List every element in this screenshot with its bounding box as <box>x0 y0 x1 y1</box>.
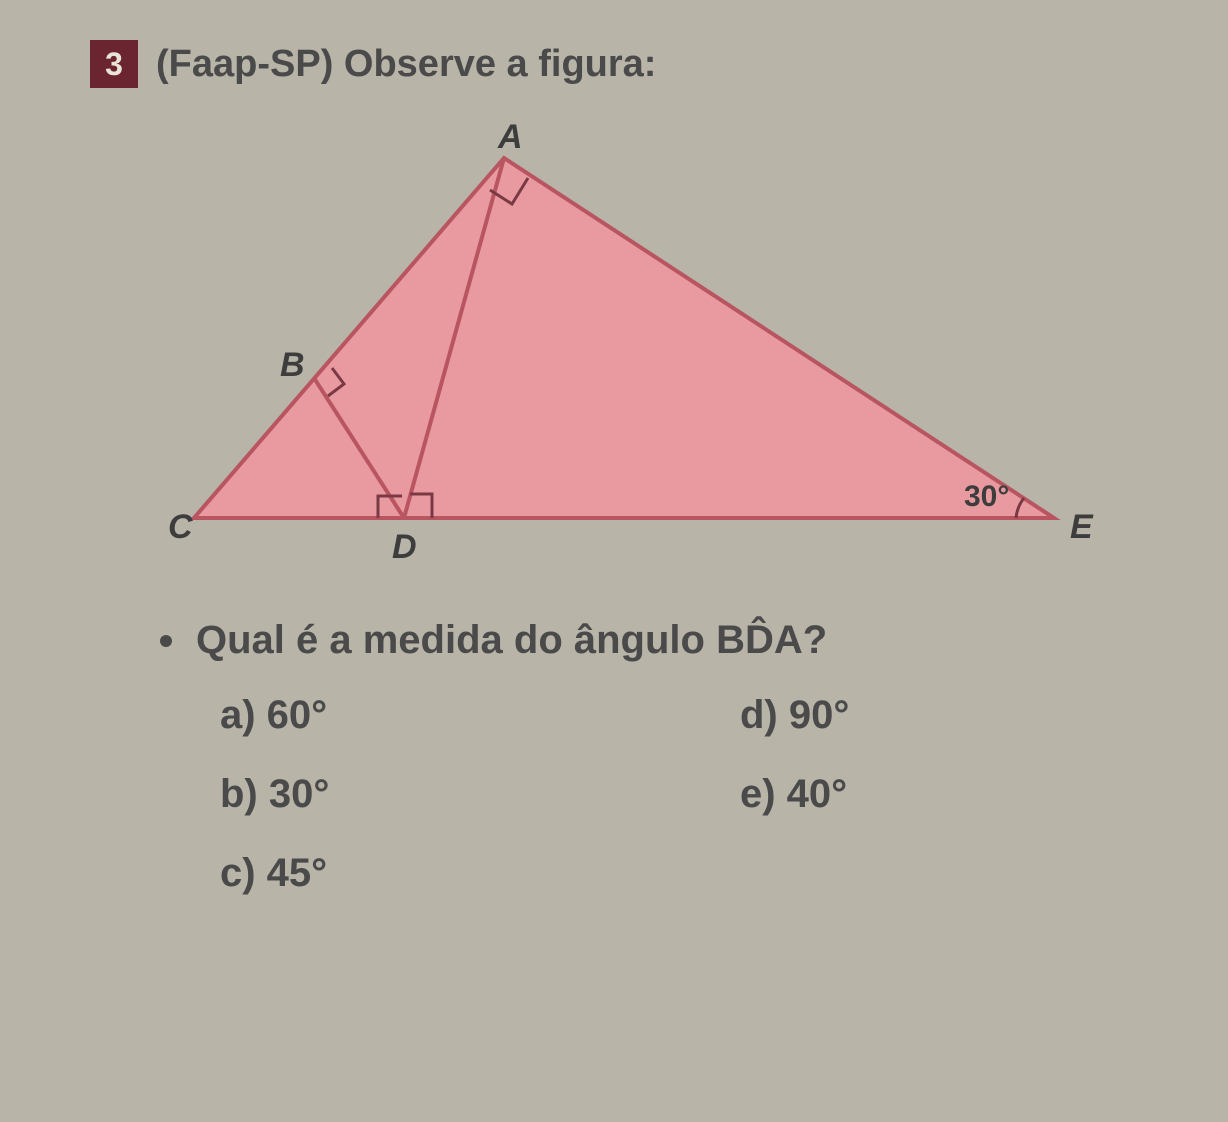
option-b: b) 30° <box>220 772 700 817</box>
question-header: 3 (Faap-SP) Observe a figura: <box>90 40 1138 88</box>
triangle-ace <box>194 158 1054 518</box>
question-number: 3 <box>105 46 123 83</box>
label-c: C <box>168 508 193 546</box>
bullet-icon <box>160 635 172 647</box>
option-a: a) 60° <box>220 693 700 738</box>
label-d: D <box>392 528 417 566</box>
label-e: E <box>1070 508 1094 546</box>
question-prompt: Qual é a medida do ângulo BD̂A? <box>196 618 827 663</box>
options-grid: a) 60° d) 90° b) 30° e) 40° c) 45° <box>220 693 1138 896</box>
angle-e-label: 30° <box>964 480 1009 513</box>
option-e: e) 40° <box>740 772 1100 817</box>
question-source-text: (Faap-SP) Observe a figura: <box>156 43 656 86</box>
label-a: A <box>497 118 523 156</box>
question-number-badge: 3 <box>90 40 138 88</box>
option-d: d) 90° <box>740 693 1100 738</box>
label-b: B <box>280 346 305 384</box>
option-c: c) 45° <box>220 851 700 896</box>
triangle-diagram: A C E D B 30° <box>114 118 1114 578</box>
prompt-row: Qual é a medida do ângulo BD̂A? <box>160 618 1138 663</box>
figure-container: A C E D B 30° <box>90 118 1138 578</box>
